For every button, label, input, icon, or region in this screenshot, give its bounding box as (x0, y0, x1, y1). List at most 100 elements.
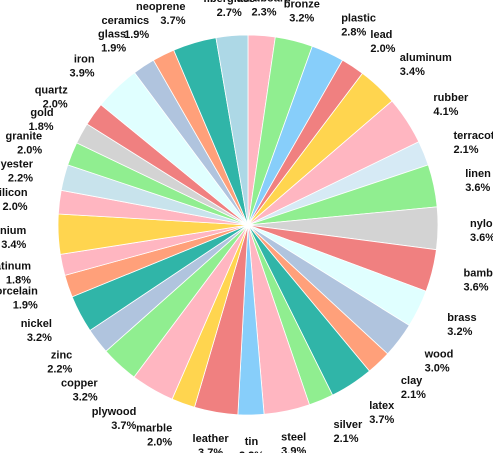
slice-name: nickel (21, 318, 52, 330)
slice-name: clay (401, 375, 423, 387)
slice-name: plywood (92, 406, 137, 418)
slice-label-glass: glass 1.9% (98, 28, 126, 54)
slice-name: platinum (0, 261, 31, 273)
slice-name: marble (136, 423, 172, 435)
slice-percent: 2.1% (454, 144, 479, 156)
slice-label-copper: copper 3.2% (61, 377, 98, 403)
slice-name: silver (334, 419, 363, 431)
slice-label-gold: gold 1.8% (29, 107, 54, 133)
slice-label-steel: steel 3.9% (281, 431, 306, 453)
slice-name: polyester (0, 159, 34, 171)
slice-label-iron: iron 3.9% (70, 54, 95, 80)
slice-name: tin (245, 436, 259, 448)
slice-percent: 2.0% (43, 99, 68, 111)
slice-percent: 1.9% (101, 42, 126, 54)
slice-label-granite: granite 2.0% (6, 131, 43, 157)
slice-percent: 3.6% (465, 182, 490, 194)
slice-name: titanium (0, 225, 27, 237)
slice-name: neoprene (136, 1, 186, 13)
slice-percent: 3.4% (400, 66, 425, 78)
slice-percent: 1.9% (13, 300, 38, 312)
slice-label-titanium: titanium 3.4% (0, 225, 27, 251)
slice-label-nickel: nickel 3.2% (21, 318, 52, 344)
slice-label-terracotta: terracotta 2.1% (454, 130, 493, 156)
slice-name: bamboo (464, 268, 493, 280)
slice-label-linen: linen 3.6% (465, 168, 491, 194)
slice-label-platinum: platinum 1.8% (0, 261, 31, 287)
slice-label-bamboo: bamboo 3.6% (464, 268, 493, 294)
slice-name: glass (98, 28, 126, 40)
slice-label-leather: leather 3.7% (193, 433, 230, 453)
slice-label-cardboard: cardboard 2.3% (237, 0, 291, 19)
slice-percent: 3.7% (198, 447, 223, 453)
slice-label-plastic: plastic 2.8% (341, 13, 376, 39)
slice-percent: 3.4% (1, 239, 26, 251)
slice-name: fiberglass (203, 0, 255, 5)
slice-name: cardboard (237, 0, 291, 5)
slice-label-lead: lead 2.0% (370, 29, 395, 55)
slice-name: silicon (0, 187, 28, 199)
slice-name: aluminum (400, 52, 452, 64)
slice-percent: 3.9% (70, 68, 95, 80)
slice-percent: 3.0% (425, 363, 450, 375)
slice-label-wood: wood 3.0% (424, 349, 454, 375)
slice-percent: 2.0% (3, 201, 28, 213)
slice-name: lead (370, 29, 392, 41)
slice-percent: 3.7% (160, 15, 185, 27)
slice-name: latex (369, 400, 395, 412)
slice-percent: 3.7% (111, 420, 136, 432)
slice-label-tin: tin 2.2% (239, 436, 264, 453)
slice-name: steel (281, 431, 306, 443)
slice-percent: 2.2% (239, 450, 264, 453)
slice-percent: 2.8% (341, 27, 366, 39)
slice-percent: 2.0% (147, 437, 172, 449)
slice-label-zinc: zinc 2.2% (47, 350, 72, 376)
slice-name: bronze (284, 0, 320, 11)
slice-percent: 1.9% (124, 29, 149, 41)
slice-percent: 2.1% (401, 389, 426, 401)
slice-label-bronze: bronze 3.2% (284, 0, 320, 25)
slice-name: granite (6, 131, 43, 143)
slice-percent: 2.2% (47, 364, 72, 376)
slice-percent: 3.9% (281, 445, 306, 453)
slice-label-ceramics: ceramics 1.9% (101, 15, 149, 41)
slice-percent: 2.2% (8, 173, 33, 185)
slice-percent: 2.0% (17, 145, 42, 157)
slice-label-clay: clay 2.1% (401, 375, 426, 401)
slice-percent: 3.6% (470, 232, 493, 244)
slice-name: terracotta (454, 130, 493, 142)
slice-label-silicon: silicon 2.0% (0, 187, 28, 213)
slice-name: rubber (433, 92, 469, 104)
slice-percent: 3.2% (27, 332, 52, 344)
slice-percent: 4.1% (433, 106, 458, 118)
slice-name: plastic (341, 13, 376, 25)
slice-percent: 2.7% (217, 7, 242, 19)
slice-name: quartz (35, 85, 69, 97)
slice-name: leather (193, 433, 230, 445)
slice-label-brass: brass 3.2% (447, 312, 476, 338)
slice-percent: 3.7% (369, 414, 394, 426)
slice-label-fiberglass: fiberglass 2.7% (203, 0, 255, 19)
slice-percent: 1.8% (29, 121, 54, 133)
pie-slices (57, 34, 439, 416)
slice-percent: 2.1% (334, 433, 359, 445)
slice-name: linen (465, 168, 491, 180)
slice-label-marble: marble 2.0% (136, 423, 172, 449)
slice-name: zinc (51, 350, 72, 362)
slice-label-silver: silver 2.1% (334, 419, 363, 445)
slice-name: gold (30, 107, 53, 119)
slice-label-quartz: quartz 2.0% (35, 85, 69, 111)
slice-label-plywood: plywood 3.7% (92, 406, 137, 432)
slice-label-latex: latex 3.7% (369, 400, 395, 426)
slice-label-nylon: nylon 3.6% (470, 218, 493, 244)
slice-name: ceramics (101, 15, 149, 27)
slice-percent: 3.2% (289, 13, 314, 25)
slice-name: nylon (470, 218, 493, 230)
pie-slice-fiberglass (215, 34, 249, 226)
slice-percent: 2.3% (251, 7, 276, 19)
slice-percent: 3.2% (447, 326, 472, 338)
slice-label-neoprene: neoprene 3.7% (136, 1, 186, 27)
slice-label-rubber: rubber 4.1% (433, 92, 469, 118)
